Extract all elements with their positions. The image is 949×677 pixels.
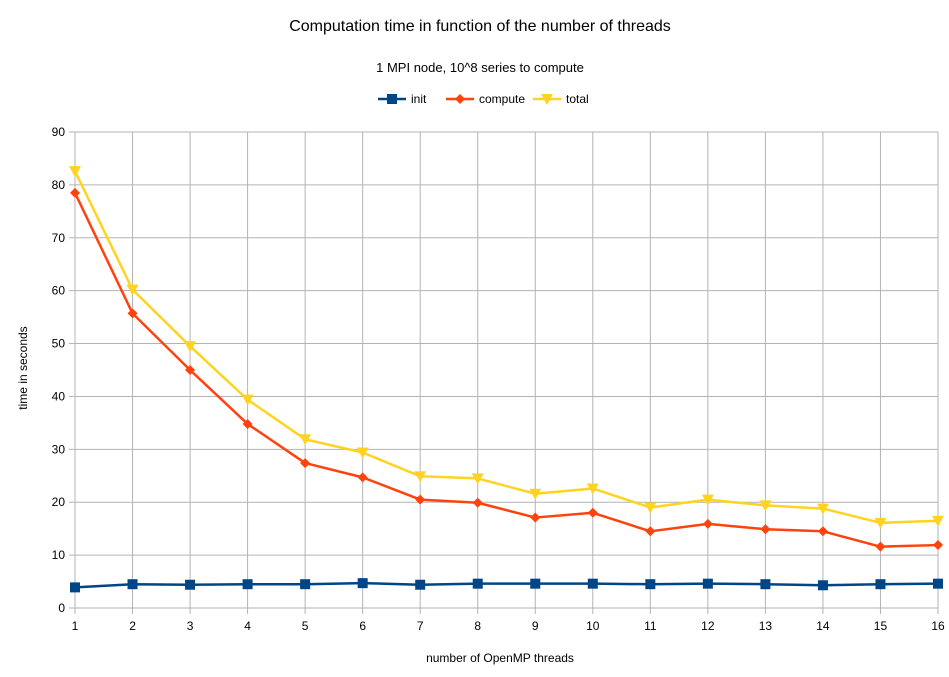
y-tick-label: 10	[52, 548, 66, 562]
data-point-init	[760, 579, 771, 590]
x-tick-label: 13	[759, 619, 773, 633]
data-point-compute	[242, 418, 253, 429]
data-point-init	[472, 578, 483, 589]
data-point-compute	[933, 540, 943, 551]
data-point-total	[241, 394, 254, 406]
series-line-total	[73, 170, 939, 525]
data-point-total	[529, 488, 542, 500]
x-axis-label: number of OpenMP threads	[426, 651, 574, 665]
data-point-init	[357, 578, 368, 589]
data-point-total	[69, 166, 81, 178]
series-line-compute	[73, 192, 939, 548]
data-point-compute	[587, 507, 598, 518]
data-point-init	[645, 579, 656, 590]
data-point-total	[299, 434, 312, 446]
data-point-init	[933, 578, 943, 589]
series-compute	[70, 187, 943, 552]
data-point-total	[414, 471, 427, 483]
x-tick-label: 14	[816, 619, 830, 633]
data-point-compute	[70, 187, 80, 198]
data-point-compute	[415, 494, 426, 505]
y-axis-label: time in seconds	[16, 326, 30, 409]
data-point-compute	[760, 524, 771, 535]
data-point-compute	[185, 365, 196, 375]
data-point-init	[875, 579, 886, 590]
x-tick-label: 5	[302, 619, 309, 633]
legend-marker-init	[387, 94, 397, 104]
data-point-init	[817, 580, 828, 591]
x-tick-label: 16	[931, 619, 945, 633]
y-tick-label: 50	[52, 337, 66, 351]
legend-marker-total	[541, 94, 553, 105]
x-tick-label: 10	[586, 619, 600, 633]
data-point-compute	[645, 526, 656, 537]
chart-subtitle: 1 MPI node, 10^8 series to compute	[376, 60, 584, 75]
legend-item-init: init	[378, 92, 427, 106]
x-tick-label: 9	[532, 619, 539, 633]
x-tick-label: 7	[417, 619, 424, 633]
data-point-total	[932, 515, 944, 527]
data-point-total	[874, 517, 887, 529]
series-init	[70, 578, 943, 593]
series-line-init	[74, 581, 939, 589]
x-tick-label: 1	[72, 619, 79, 633]
data-point-init	[242, 579, 253, 590]
data-point-total	[356, 447, 369, 459]
data-point-init	[702, 578, 713, 589]
data-point-total	[816, 503, 829, 515]
y-tick-label: 20	[52, 495, 66, 509]
data-point-compute	[300, 458, 311, 469]
y-tick-label: 0	[58, 601, 65, 615]
data-point-compute	[817, 526, 828, 537]
x-tick-label: 11	[644, 619, 657, 633]
data-point-compute	[472, 497, 483, 508]
y-tick-label: 60	[52, 284, 66, 298]
legend-marker-compute	[455, 94, 465, 104]
x-tick-label: 3	[187, 619, 194, 633]
data-point-init	[127, 579, 138, 590]
data-point-compute	[127, 308, 138, 319]
x-tick-label: 4	[244, 619, 251, 633]
legend-label-total: total	[566, 92, 589, 106]
data-point-total	[644, 502, 657, 514]
data-point-init	[587, 578, 598, 589]
chart-title: Computation time in function of the numb…	[289, 18, 671, 35]
data-point-compute	[702, 518, 713, 529]
data-point-total	[586, 483, 599, 495]
x-tick-label: 15	[874, 619, 888, 633]
x-tick-label: 2	[129, 619, 136, 633]
x-tick-label: 6	[359, 619, 366, 633]
series-total	[69, 166, 944, 529]
y-tick-label: 80	[52, 178, 66, 192]
data-point-init	[185, 579, 196, 590]
y-tick-label: 30	[52, 442, 66, 456]
data-point-init	[70, 582, 80, 593]
legend-label-init: init	[411, 92, 427, 106]
legend: init compute total	[378, 92, 589, 106]
data-point-compute	[530, 512, 541, 523]
grid	[74, 131, 939, 609]
data-point-init	[530, 578, 541, 589]
legend-item-total: total	[533, 92, 589, 106]
data-point-init	[415, 579, 426, 590]
y-tick-label: 40	[52, 389, 66, 403]
data-point-compute	[875, 541, 886, 552]
data-point-total	[471, 473, 484, 485]
data-point-compute	[357, 472, 368, 483]
legend-item-compute: compute	[446, 92, 525, 106]
data-point-total	[701, 494, 714, 506]
y-tick-label: 70	[52, 231, 66, 245]
data-point-total	[126, 284, 139, 296]
x-tick-label: 12	[701, 619, 715, 633]
series-layer	[69, 166, 944, 593]
legend-label-compute: compute	[479, 92, 525, 106]
data-point-total	[759, 500, 772, 512]
y-tick-label: 90	[52, 125, 66, 139]
x-tick-label: 8	[474, 619, 481, 633]
data-point-total	[184, 341, 197, 353]
data-point-init	[300, 579, 311, 590]
